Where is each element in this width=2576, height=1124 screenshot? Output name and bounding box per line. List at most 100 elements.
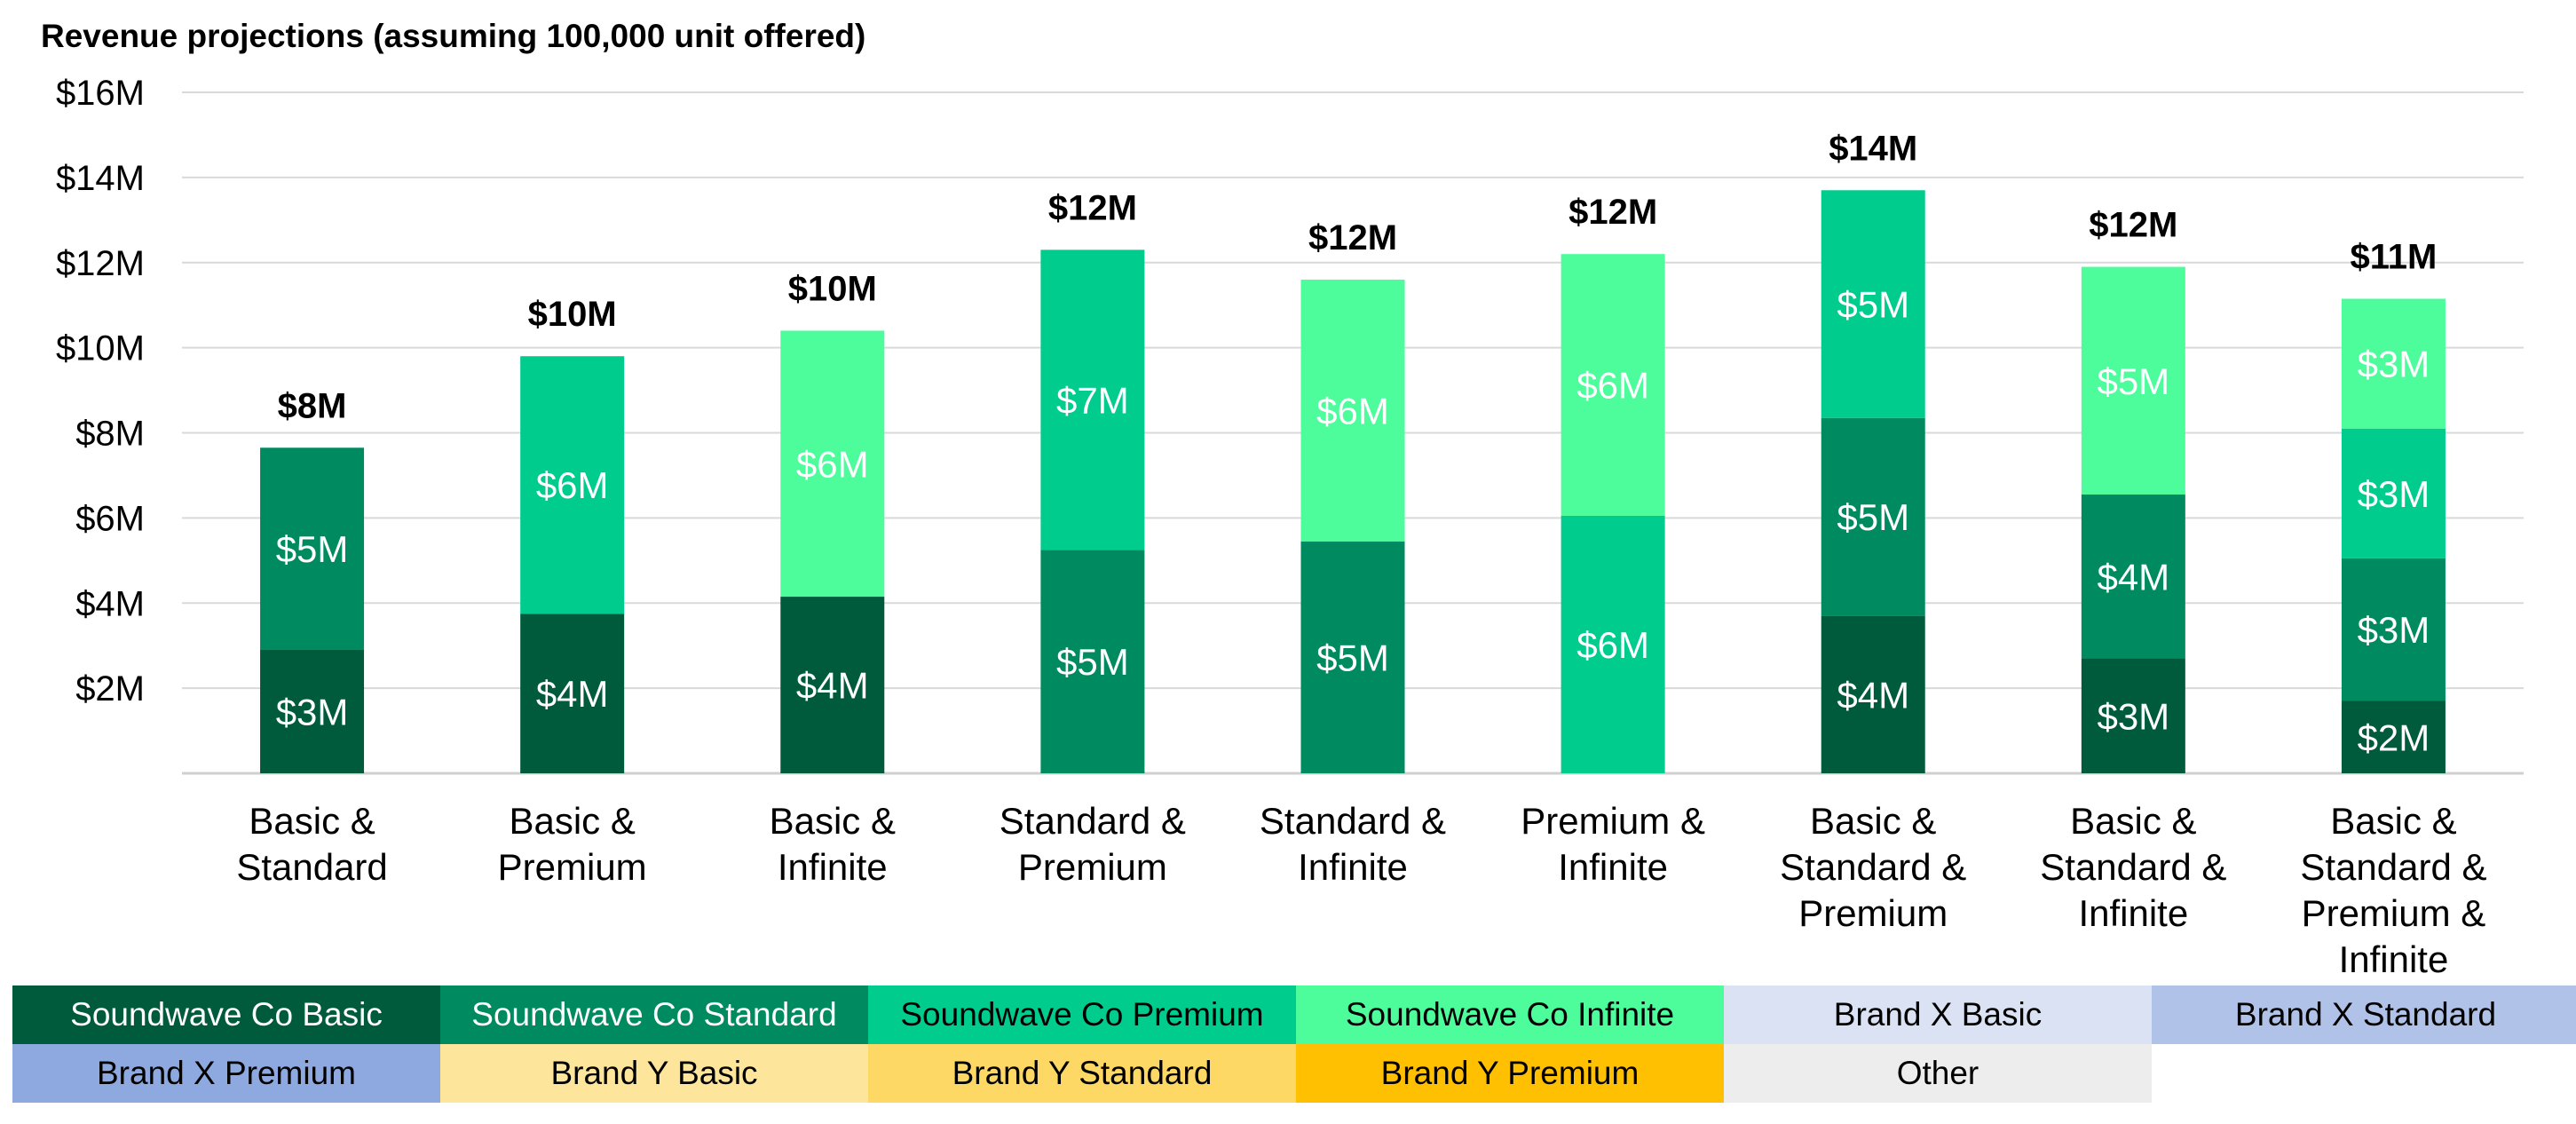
- segment-value-label: $6M: [1576, 624, 1649, 666]
- x-tick-label: Basic &: [2070, 800, 2196, 842]
- bar-segment: [1561, 515, 1665, 773]
- segment-value-label: $5M: [1837, 283, 1909, 325]
- total-value-label: $8M: [278, 386, 347, 425]
- segment-value-label: $2M: [2358, 716, 2430, 758]
- bar-segment: [2341, 298, 2446, 429]
- total-value-label: $10M: [528, 295, 617, 334]
- x-tick-label: Standard &: [1000, 800, 1186, 842]
- y-tick-label: $10M: [56, 329, 145, 368]
- bar-segment: [1040, 550, 1145, 773]
- x-tick-label: Premium: [1018, 846, 1167, 888]
- bar-segment: [520, 613, 625, 773]
- x-tick-label: Basic &: [770, 800, 896, 842]
- legend: Soundwave Co Basic Soundwave Co Standard S…: [12, 985, 2576, 1110]
- bar-segment: [1561, 254, 1665, 516]
- x-tick-label: Basic &: [509, 800, 635, 842]
- x-tick-label: Standard &: [1260, 800, 1446, 842]
- legend-item: Brand X Standard: [2152, 985, 2576, 1044]
- segment-value-label: $6M: [1316, 390, 1389, 431]
- stacked-bar-chart: $2M $4M $6M $8M $10M $12M $14M $16M $3M $5M $8M $4…: [56, 74, 2524, 980]
- total-value-label: $11M: [2351, 237, 2438, 276]
- bar-segment: [780, 330, 885, 598]
- bar-segment: [2341, 428, 2446, 558]
- bar-segment: [1821, 615, 1925, 773]
- bar-segment: [780, 597, 885, 773]
- segment-value-label: $5M: [276, 528, 349, 570]
- x-tick-label: Infinite: [1298, 846, 1408, 888]
- y-tick-label: $16M: [56, 74, 145, 113]
- segment-value-label: $3M: [276, 691, 349, 732]
- y-tick-label: $4M: [75, 584, 145, 623]
- segment-value-label: $6M: [536, 464, 609, 506]
- bar-segment: [2081, 266, 2185, 495]
- segment-value-label: $5M: [1316, 637, 1389, 678]
- x-tick-label: Basic &: [249, 800, 375, 842]
- x-tick-label: Basic &: [1810, 800, 1936, 842]
- bar-segment: [520, 356, 625, 614]
- x-tick-label: Infinite: [778, 846, 888, 888]
- total-value-label: $12M: [2089, 206, 2177, 245]
- bar-segment: [260, 447, 365, 650]
- x-tick-label: Infinite: [2078, 892, 2188, 934]
- data-labels: $3M $5M $8M $4M $6M $10M $4M $6M $10M $5M $7M $12M $…: [276, 129, 2438, 758]
- x-tick-label: Standard &: [2040, 846, 2226, 888]
- bar-segment: [2081, 495, 2185, 659]
- y-tick-label: $2M: [75, 669, 145, 708]
- y-tick-label: $8M: [75, 415, 145, 454]
- segment-value-label: $6M: [1576, 365, 1649, 407]
- bar-segment: [1821, 190, 1925, 418]
- segment-value-label: $3M: [2358, 609, 2430, 651]
- total-value-label: $12M: [1048, 188, 1137, 227]
- x-tick-label: Premium &: [2302, 892, 2486, 934]
- segment-value-label: $3M: [2358, 473, 2430, 515]
- legend-item: Brand X Basic: [1724, 985, 2152, 1044]
- x-tick-label: Infinite: [1558, 846, 1668, 888]
- legend-item: Soundwave Co Infinite: [1296, 985, 1724, 1044]
- segment-value-label: $5M: [1837, 496, 1909, 538]
- total-value-label: $14M: [1829, 129, 1917, 168]
- chart-title: Revenue projections (assuming 100,000 un…: [41, 18, 866, 54]
- legend-item: Brand Y Basic: [440, 1044, 868, 1103]
- legend-item: Other: [1724, 1044, 2152, 1103]
- bar-segment: [1300, 279, 1405, 542]
- bar-segment: [1821, 417, 1925, 616]
- y-tick-label: $6M: [75, 499, 145, 538]
- segment-value-label: $6M: [796, 443, 869, 485]
- legend-item: Brand Y Premium: [1296, 1044, 1724, 1103]
- legend-item: Soundwave Co Premium: [868, 985, 1296, 1044]
- bar-segment: [2341, 558, 2446, 701]
- x-tick-label: Standard: [236, 846, 387, 888]
- bar-segment: [2081, 658, 2185, 773]
- total-value-label: $10M: [788, 269, 877, 308]
- segment-value-label: $4M: [1837, 674, 1909, 716]
- x-tick-label: Premium: [498, 846, 647, 888]
- legend-item: Brand Y Standard: [868, 1044, 1296, 1103]
- legend-item: Soundwave Co Standard: [440, 985, 868, 1044]
- bar-segment: [2341, 701, 2446, 773]
- segment-value-label: $3M: [2358, 344, 2430, 385]
- x-tick-label: Basic &: [2330, 800, 2456, 842]
- total-value-label: $12M: [1308, 218, 1397, 257]
- x-tick-label: Infinite: [2339, 938, 2449, 980]
- total-value-label: $12M: [1569, 193, 1657, 232]
- x-tick-label: Standard &: [1780, 846, 1966, 888]
- segment-value-label: $4M: [536, 673, 609, 715]
- segment-value-label: $4M: [796, 665, 869, 707]
- bar-segment: [260, 649, 365, 773]
- y-tick-label: $12M: [56, 244, 145, 283]
- x-tick-label: Premium: [1798, 892, 1948, 934]
- y-axis-ticks: $2M $4M $6M $8M $10M $12M $14M $16M: [56, 74, 145, 708]
- segment-value-label: $4M: [2097, 556, 2169, 598]
- segment-value-label: $7M: [1056, 379, 1129, 421]
- legend-item: Brand X Premium: [12, 1044, 440, 1103]
- segment-value-label: $5M: [1056, 641, 1129, 683]
- segment-value-label: $5M: [2097, 360, 2169, 402]
- bars: [260, 190, 2446, 773]
- segment-value-label: $3M: [2097, 695, 2169, 737]
- bar-segment: [1040, 249, 1145, 550]
- x-tick-label: Standard &: [2300, 846, 2486, 888]
- legend-item: Soundwave Co Basic: [12, 985, 440, 1044]
- x-tick-label: Premium &: [1521, 800, 1705, 842]
- y-tick-label: $14M: [56, 159, 145, 198]
